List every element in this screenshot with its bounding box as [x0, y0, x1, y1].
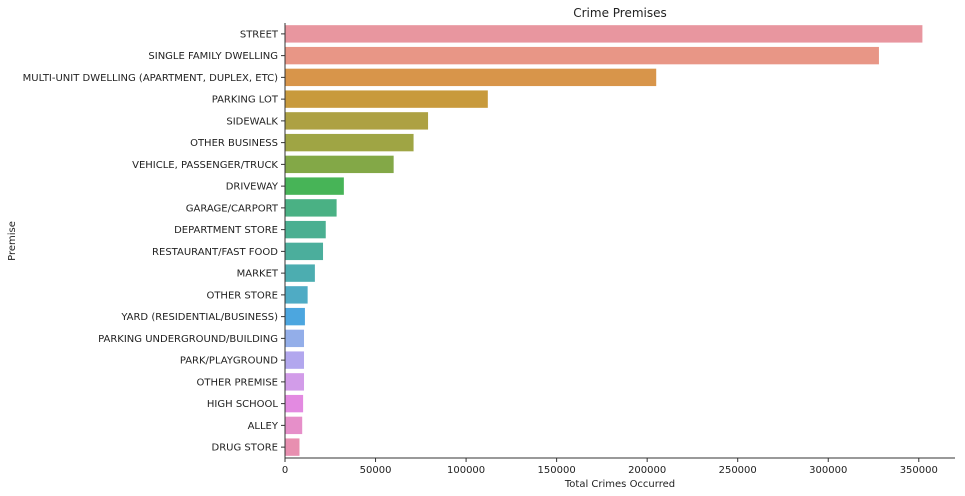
y-tick-label: DEPARTMENT STORE	[174, 225, 278, 236]
x-axis-title: Total Crimes Occurred	[564, 479, 675, 490]
bar-6	[285, 155, 394, 174]
y-tick-label: RESTAURANT/FAST FOOD	[152, 247, 278, 258]
bar-18	[285, 416, 303, 435]
x-tick-label: 150000	[538, 465, 576, 476]
bar-7	[285, 177, 344, 195]
x-tick-label: 0	[282, 465, 288, 476]
bars-group	[285, 25, 923, 456]
y-tick-label: PARK/PLAYGROUND	[180, 356, 278, 367]
y-tick-label: OTHER PREMISE	[197, 377, 278, 388]
bar-17	[285, 394, 304, 413]
y-tick-label: MULTI-UNIT DWELLING (APARTMENT, DUPLEX, …	[23, 73, 278, 84]
y-tick-label: DRUG STORE	[212, 443, 279, 454]
bar-13	[285, 307, 305, 326]
bar-16	[285, 373, 305, 391]
y-tick-label: SIDEWALK	[226, 116, 278, 127]
bar-0	[285, 25, 923, 43]
bar-9	[285, 220, 326, 239]
y-tick-label: VEHICLE, PASSENGER/TRUCK	[132, 160, 278, 171]
bar-10	[285, 242, 324, 261]
bar-15	[285, 351, 305, 369]
y-tick-label: HIGH SCHOOL	[207, 399, 279, 410]
bar-2	[285, 68, 657, 87]
bar-12	[285, 286, 308, 304]
bar-8	[285, 199, 337, 217]
y-tick-label: OTHER STORE	[206, 290, 278, 301]
y-tick-label: PARKING LOT	[212, 95, 279, 106]
x-tick-label: 200000	[628, 465, 666, 476]
x-tick-label: 50000	[360, 465, 392, 476]
y-tick-label: MARKET	[237, 269, 279, 280]
y-tick-label: ALLEY	[248, 421, 279, 432]
y-tick-labels: STREET SINGLE FAMILY DWELLING MULTI-UNIT D…	[23, 29, 285, 454]
bar-11	[285, 264, 315, 282]
y-tick-label: YARD (RESIDENTIAL/BUSINESS)	[120, 312, 278, 323]
x-tick-label: 350000	[900, 465, 938, 476]
chart-title: Crime Premises	[573, 6, 667, 20]
y-tick-label: STREET	[240, 29, 279, 40]
y-tick-label: GARAGE/CARPORT	[186, 203, 279, 214]
y-axis-title: Premise	[7, 221, 18, 261]
x-tick-label: 100000	[447, 465, 485, 476]
bar-3	[285, 90, 488, 108]
x-tick-label: 300000	[809, 465, 847, 476]
y-tick-label: DRIVEWAY	[226, 182, 279, 193]
y-tick-label: OTHER BUSINESS	[190, 138, 278, 149]
bar-14	[285, 329, 305, 348]
bar-4	[285, 112, 429, 130]
bar-5	[285, 133, 414, 152]
x-tick-label: 250000	[719, 465, 757, 476]
y-tick-label: SINGLE FAMILY DWELLING	[148, 51, 278, 62]
bar-1	[285, 46, 879, 65]
bar-19	[285, 438, 300, 456]
y-tick-label: PARKING UNDERGROUND/BUILDING	[98, 334, 278, 345]
x-ticks: 0 50000 100000 150000 200000 250000 300000 3500…	[282, 458, 938, 476]
